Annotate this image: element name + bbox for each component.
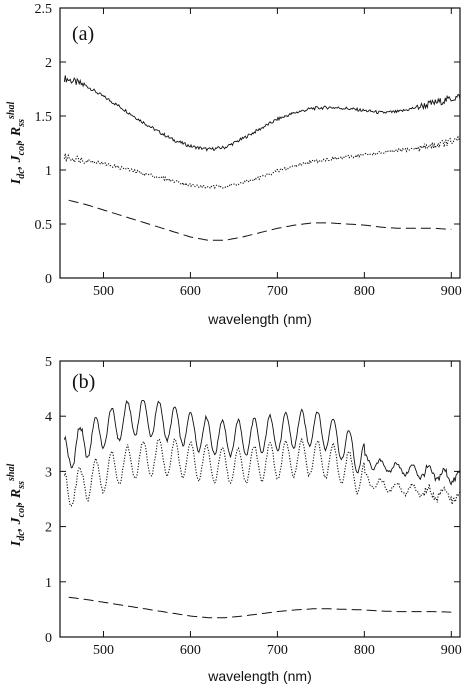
plot-frame xyxy=(59,7,461,279)
y-tick-label: 5 xyxy=(45,355,52,370)
y-tick-label: 1 xyxy=(45,576,52,591)
x-tick-label: 600 xyxy=(180,643,201,658)
series-line-3 xyxy=(68,199,452,241)
series-line-1 xyxy=(63,399,461,486)
panel-label: (a) xyxy=(72,23,94,45)
plot-frame xyxy=(59,360,461,638)
x-tick-label: 500 xyxy=(93,284,114,299)
y-tick-label: 0 xyxy=(45,631,52,646)
y-tick-label: 1 xyxy=(45,164,52,179)
y-tick-label: 4 xyxy=(45,410,52,425)
y-tick-label: 2.5 xyxy=(35,2,53,17)
y-axis-title: Idc, Jcol, Rssshal xyxy=(6,102,27,186)
x-tick-label: 800 xyxy=(354,284,375,299)
y-tick-label: 1.5 xyxy=(35,110,53,125)
panel-label: (b) xyxy=(72,371,95,393)
y-tick-label: 0 xyxy=(45,272,52,287)
series-line-1 xyxy=(63,75,461,152)
x-tick-label: 800 xyxy=(354,643,375,658)
y-axis-title: Idc, Jcol, Rssshal xyxy=(6,464,27,548)
x-axis-title: wavelength (nm) xyxy=(207,311,312,327)
x-tick-label: 700 xyxy=(267,284,288,299)
y-tick-label: 0.5 xyxy=(35,218,53,233)
series-line-3 xyxy=(68,596,452,619)
y-tick-label: 2 xyxy=(45,56,52,71)
x-tick-label: 900 xyxy=(441,643,462,658)
y-tick-label: 3 xyxy=(45,465,52,480)
x-tick-label: 700 xyxy=(267,643,288,658)
series-line-2 xyxy=(63,135,461,190)
series-line-2 xyxy=(63,437,461,507)
x-axis-title: wavelength (nm) xyxy=(207,668,312,684)
y-tick-label: 2 xyxy=(45,521,52,536)
x-tick-label: 600 xyxy=(180,284,201,299)
x-tick-label: 900 xyxy=(441,284,462,299)
chart-panel-a: (a) wavelength (nm) Idc, Jcol, Rssshal 5… xyxy=(6,2,462,327)
chart-panel-b: (b) wavelength (nm) Idc, Jcol, Rssshal 5… xyxy=(6,355,462,684)
x-tick-label: 500 xyxy=(93,643,114,658)
